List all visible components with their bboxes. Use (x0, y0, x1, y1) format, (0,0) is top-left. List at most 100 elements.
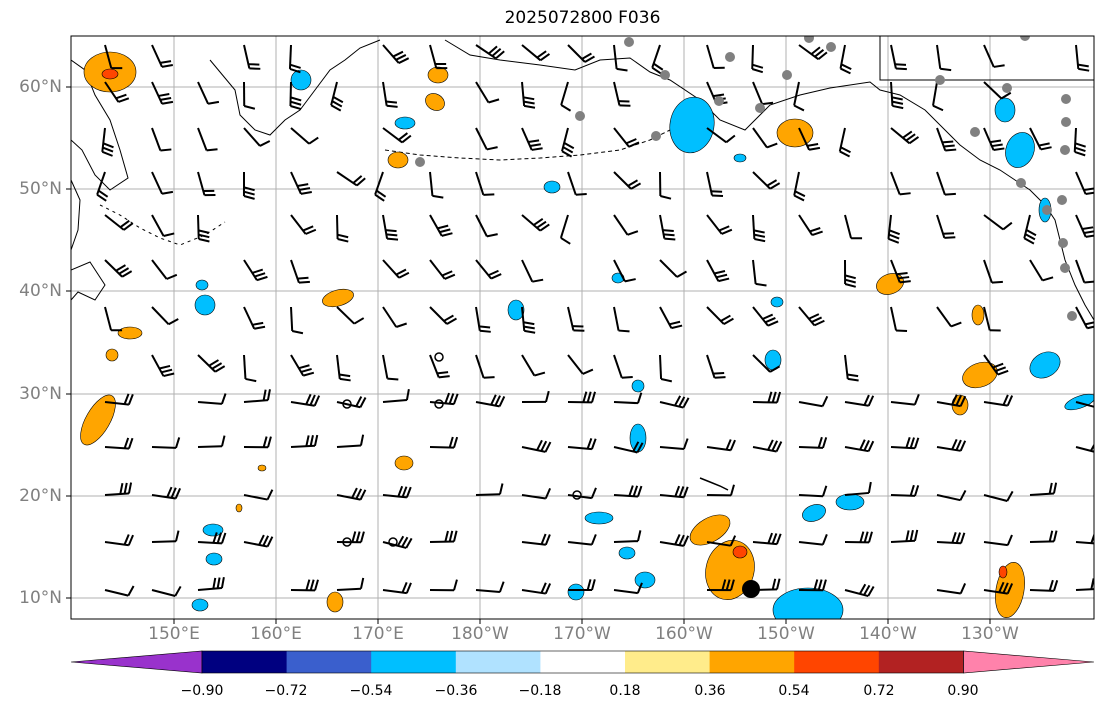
cb-label-072: 0.72 (863, 683, 895, 699)
wind-barb-feather (753, 229, 765, 234)
cb-label-054: 0.54 (778, 683, 810, 699)
contour-region (772, 587, 844, 619)
wind-barb-feather (1024, 233, 1036, 241)
wind-barb-staff (151, 306, 170, 325)
wind-barb-feather (198, 229, 210, 234)
wind-barb-feather (256, 275, 268, 282)
wind-barb-feather (560, 104, 572, 112)
wind-barb-feather (1074, 146, 1086, 153)
wind-barb-feather (385, 100, 398, 104)
wind-barb-feather (636, 442, 644, 453)
wind-barb-feather (1006, 583, 1014, 594)
wind-barb-feather (453, 530, 458, 542)
wind-barb-feather (863, 440, 870, 451)
wind-barb-feather (529, 143, 541, 147)
wind-barb-feather (793, 194, 805, 202)
wind-barb-feather (170, 487, 177, 499)
wind-barb-feather (267, 436, 272, 448)
contour-region (290, 69, 312, 91)
wind-barb-feather (397, 485, 404, 497)
wind-barb-feather (401, 134, 412, 144)
wind-barb-feather (494, 395, 501, 406)
wind-barb-feather (714, 376, 726, 379)
wind-barb-feather (637, 530, 642, 542)
wind-barb-feather (766, 179, 778, 187)
wind-barb-feather (212, 532, 218, 544)
lat-label-20: 20°N (19, 486, 62, 506)
lat-label-50: 50°N (19, 179, 62, 199)
wind-barb-feather (859, 439, 866, 451)
wind-barb-feather (297, 183, 309, 187)
wind-barb-feather (355, 531, 361, 543)
wind-barb-feather (540, 440, 548, 452)
wind-barb-feather (858, 583, 867, 595)
wind-barb-feather (754, 237, 766, 243)
wind-barb-feather (1083, 230, 1094, 234)
wind-barb-feather (725, 439, 732, 451)
contour-region (394, 455, 414, 471)
wind-barb-feather (1000, 91, 1012, 100)
wind-barb-staff (151, 540, 177, 543)
wind-barb-feather (439, 228, 451, 234)
wind-barb-feather (808, 313, 820, 320)
contour-region (195, 279, 209, 291)
wind-barb-staff (567, 541, 592, 546)
contour-region (994, 97, 1016, 123)
lat-label-60: 60°N (19, 77, 62, 97)
wind-barb-feather (444, 392, 451, 404)
wind-barb-feather (660, 195, 672, 200)
wind-barb-feather (771, 578, 777, 590)
wind-barb-staff (151, 589, 176, 597)
wind-barb-feather (166, 273, 178, 280)
wind-barb-feather (630, 182, 642, 190)
wind-barb-feather (483, 193, 495, 196)
wind-barb-feather (119, 482, 124, 495)
lat-label-30: 30°N (19, 384, 62, 404)
wind-barb-staff (567, 354, 584, 375)
wind-barb-feather (1100, 533, 1104, 543)
wind-barb-feather (899, 192, 911, 196)
wind-barb-feather (755, 282, 767, 287)
wind-barb-feather (353, 317, 365, 325)
wind-barb-staff (521, 259, 534, 283)
wind-barb-feather (991, 143, 1003, 148)
wind-barb-feather (914, 485, 920, 497)
wind-barb-staff (983, 306, 991, 331)
wind-barb-feather (536, 439, 543, 451)
wind-barb-feather (817, 51, 828, 61)
wind-barb-feather (352, 175, 363, 184)
wind-barb-feather (769, 182, 781, 190)
wind-barb-staff (104, 589, 129, 597)
wind-barb-feather (822, 437, 828, 449)
wind-barb-feather (359, 397, 367, 408)
wind-barb-staff (706, 127, 727, 144)
wind-barb-feather (591, 579, 596, 591)
wind-barb-staff (936, 494, 961, 502)
wind-barb-staff (104, 306, 113, 331)
wind-barb-feather (1083, 187, 1094, 192)
wind-barb-feather (1048, 482, 1053, 494)
wind-barb-feather (891, 100, 904, 105)
wind-barb-feather (771, 440, 779, 452)
contour-region (507, 299, 525, 321)
wind-barb-feather (867, 395, 875, 407)
wind-barb-feather (160, 96, 172, 101)
wind-barb-staff (752, 354, 771, 373)
colorbar (70, 650, 1095, 674)
wind-barb-feather (452, 393, 459, 405)
wind-barb-feather (682, 397, 690, 409)
wind-barb-feather (499, 483, 504, 495)
wind-barb-feather (995, 366, 1007, 373)
wind-barb-feather (386, 237, 399, 241)
wind-barb-feather (1099, 399, 1104, 409)
wind-barb-feather (960, 532, 966, 544)
wind-barb-feather (174, 585, 182, 597)
wind-barb-feather (330, 104, 342, 112)
wind-barb-feather (713, 372, 725, 375)
wind-barb-staff (613, 259, 626, 282)
wind-barb-feather (539, 223, 550, 232)
colorbar-bin (371, 651, 457, 673)
wind-barb-staff (475, 354, 485, 379)
wind-barb-feather (582, 391, 588, 403)
wind-barb-feather (959, 489, 967, 501)
